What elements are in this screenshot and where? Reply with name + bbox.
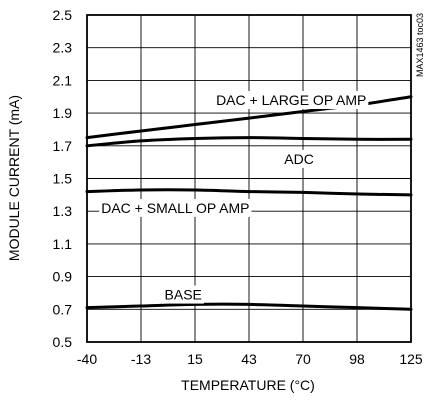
y-tick-label: 0.7 (53, 301, 73, 317)
series-annotation-label: DAC + LARGE OP AMP (216, 92, 366, 108)
figure-id-label: MAX1463 toc03 (415, 13, 425, 77)
y-tick-label: 2.1 (53, 72, 73, 88)
series-line-dac-small-op-amp (85, 188, 413, 197)
y-tick-label: 0.9 (53, 269, 73, 285)
x-tick-label: 98 (349, 351, 365, 367)
series-line-adc (85, 136, 413, 148)
annotations: DAC + LARGE OP AMP ADC DAC + SMALL OP AMP B… (99, 91, 369, 304)
annotation-background (282, 149, 316, 168)
y-tick-label: 1.7 (53, 138, 73, 154)
y-tick-label: 2.5 (53, 7, 73, 23)
y-tick-label: 1.9 (53, 105, 73, 121)
series-annotation-label: DAC + SMALL OP AMP (101, 200, 249, 216)
series-annotation: ADC (282, 149, 316, 168)
x-tick-label: 125 (399, 351, 423, 367)
x-tick-labels: -40 -13 15 43 70 98 125 (77, 351, 423, 367)
series-annotation: BASE (162, 285, 204, 304)
x-axis-label: TEMPERATURE (°C) (181, 377, 315, 393)
grid-lines (86, 14, 412, 343)
annotation-background (162, 285, 204, 304)
annotation-background (214, 91, 369, 110)
annotation-background (99, 198, 252, 217)
y-axis-label: MODULE CURRENT (mA) (6, 95, 22, 261)
y-tick-labels: 0.5 0.7 0.9 1.1 1.3 1.5 1.7 1.9 2.1 2.3 2.5 (53, 7, 73, 350)
x-tick-label: 70 (295, 351, 311, 367)
x-tick-label: -13 (131, 351, 151, 367)
y-tick-label: 0.5 (53, 334, 73, 350)
series-annotation-label: BASE (165, 287, 202, 303)
x-tick-label: 43 (241, 351, 257, 367)
series-annotation: DAC + SMALL OP AMP (99, 198, 252, 217)
y-tick-label: 1.3 (53, 203, 73, 219)
series-annotation: DAC + LARGE OP AMP (214, 91, 369, 110)
x-tick-label: 15 (187, 351, 203, 367)
plot-frame (86, 14, 412, 343)
y-tick-label: 1.1 (53, 236, 73, 252)
y-tick-label: 2.3 (53, 40, 73, 56)
y-tick-label: 1.5 (53, 171, 73, 187)
series-annotation-label: ADC (284, 151, 314, 167)
series-line-base (85, 302, 413, 311)
x-tick-label: -40 (77, 351, 97, 367)
